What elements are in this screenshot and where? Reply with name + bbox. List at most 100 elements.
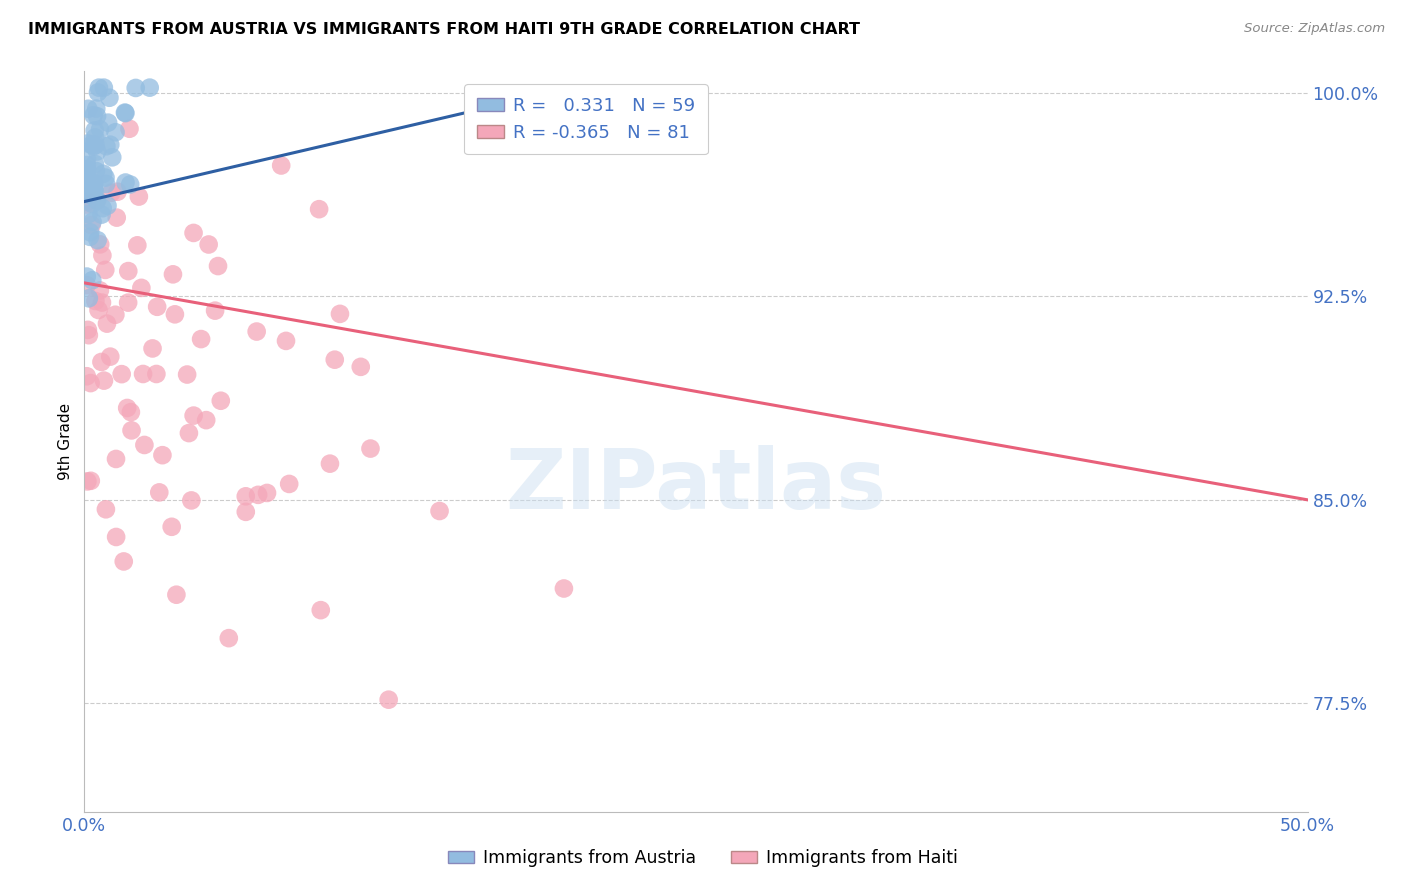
Point (76, 269, 98, 284)
Point (180, 493, 202, 508)
Point (105, 211, 128, 225)
Point (195, 413, 218, 427)
Point (197, 237, 219, 252)
Point (93, 80, 115, 95)
Point (111, 367, 134, 381)
Point (76, 197, 98, 211)
Point (350, 359, 373, 374)
Point (256, 486, 278, 500)
Point (209, 393, 232, 408)
Point (105, 530, 128, 544)
Point (96, 139, 118, 153)
Point (82, 273, 104, 287)
Point (89, 284, 111, 298)
Point (120, 178, 142, 192)
Point (86, 193, 108, 207)
Point (97, 116, 120, 130)
Point (235, 489, 257, 503)
Point (76, 278, 98, 293)
Point (90, 355, 112, 369)
Point (77, 102, 100, 116)
Point (83, 178, 105, 192)
Point (76, 152, 98, 166)
Point (360, 442, 382, 456)
Point (127, 238, 149, 252)
Point (87, 86, 110, 100)
Point (83, 182, 105, 196)
Point (114, 176, 136, 190)
Point (98, 350, 121, 364)
Point (83, 177, 105, 191)
Point (101, 150, 124, 164)
Point (131, 281, 153, 295)
Point (89, 122, 111, 136)
Point (87, 80, 110, 95)
Point (100, 186, 122, 200)
Point (128, 189, 150, 203)
Legend: R =   0.331   N = 59, R = -0.365   N = 81: R = 0.331 N = 59, R = -0.365 N = 81 (464, 84, 707, 154)
Point (80, 474, 103, 488)
Point (247, 488, 270, 502)
Point (204, 303, 226, 318)
Text: Source: ZipAtlas.com: Source: ZipAtlas.com (1244, 22, 1385, 36)
Point (80, 137, 103, 152)
Point (83, 139, 105, 153)
Point (77, 323, 100, 337)
Point (105, 452, 128, 467)
Point (93, 374, 115, 388)
Point (76, 136, 98, 151)
Point (107, 185, 129, 199)
Point (160, 520, 183, 534)
Point (121, 424, 143, 438)
Point (77, 207, 100, 221)
Point (86, 194, 108, 208)
Point (83, 157, 105, 171)
Point (429, 504, 451, 518)
Point (377, 692, 399, 706)
Point (84, 102, 107, 116)
Point (87, 303, 110, 318)
Point (76, 171, 98, 186)
Point (84, 130, 107, 145)
Point (183, 409, 205, 423)
Point (76, 168, 98, 182)
Point (98, 91, 121, 105)
Point (79, 185, 101, 199)
Point (176, 368, 198, 382)
Point (89, 237, 111, 252)
Point (96, 199, 118, 213)
Point (86, 109, 108, 123)
Point (177, 426, 200, 441)
Point (91, 201, 114, 215)
Point (91, 248, 114, 262)
Point (79, 376, 101, 390)
Point (145, 367, 167, 381)
Point (86, 145, 108, 159)
Point (76, 369, 98, 384)
Point (132, 367, 155, 381)
Point (235, 505, 257, 519)
Point (77, 328, 100, 343)
Y-axis label: 9th Grade: 9th Grade (58, 403, 73, 480)
Point (96, 317, 118, 331)
Point (190, 332, 212, 346)
Point (138, 80, 160, 95)
Point (112, 554, 135, 568)
Point (82, 108, 104, 122)
Point (94, 263, 117, 277)
Point (104, 308, 127, 322)
Point (163, 307, 186, 321)
Point (76, 174, 98, 188)
Point (94, 177, 117, 191)
Point (80, 188, 103, 202)
Point (114, 106, 136, 120)
Point (162, 268, 184, 282)
Point (104, 125, 127, 139)
Point (82, 188, 104, 202)
Point (94, 502, 117, 516)
Point (207, 259, 229, 273)
Point (270, 159, 292, 173)
Point (83, 184, 105, 198)
Point (77, 291, 100, 305)
Point (125, 81, 148, 95)
